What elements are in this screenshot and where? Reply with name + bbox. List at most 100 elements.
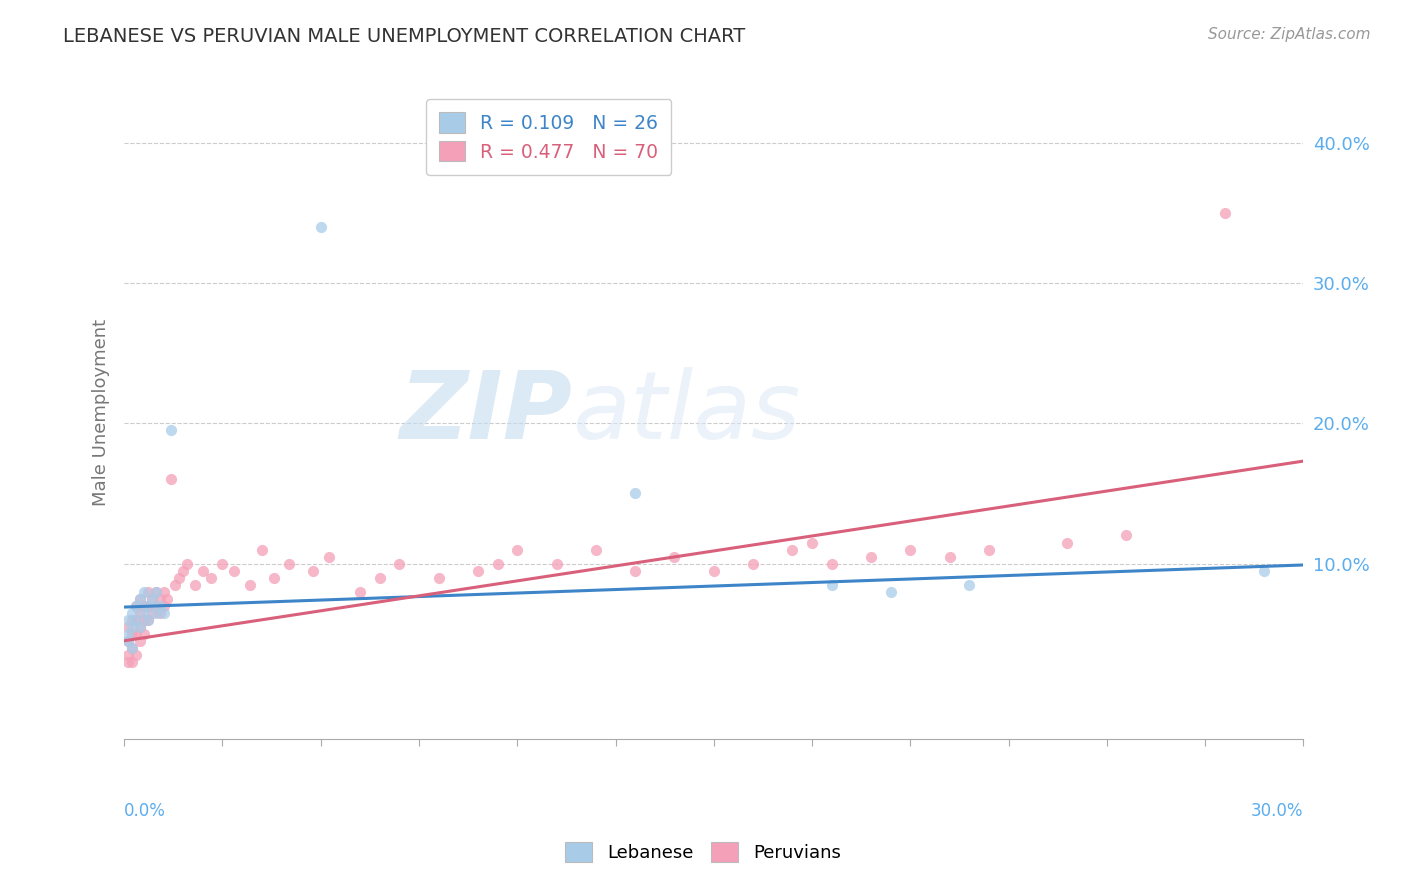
Point [125, 613, 148, 627]
Point [1056, 535, 1078, 549]
Legend: R = 0.109   N = 26, R = 0.477   N = 70: R = 0.109 N = 26, R = 0.477 N = 70 [426, 99, 672, 175]
Point [263, 571, 285, 585]
Point [129, 620, 152, 634]
Point [141, 591, 163, 606]
Point [224, 564, 246, 578]
Point [145, 584, 167, 599]
Y-axis label: Male Unemployment: Male Unemployment [93, 319, 110, 507]
Point [121, 655, 143, 669]
Point [486, 557, 509, 571]
Point [165, 577, 187, 591]
Point [821, 577, 844, 591]
Text: atlas: atlas [572, 368, 800, 458]
Point [585, 542, 607, 557]
Point [467, 564, 489, 578]
Point [309, 219, 332, 234]
Point [117, 626, 139, 640]
Point [156, 591, 179, 606]
Point [957, 577, 980, 591]
Point [879, 584, 901, 599]
Point [117, 620, 139, 634]
Point [801, 535, 824, 549]
Point [250, 542, 273, 557]
Text: 0.0%: 0.0% [124, 802, 166, 820]
Point [125, 648, 148, 662]
Point [125, 613, 148, 627]
Point [191, 564, 214, 578]
Point [129, 620, 152, 634]
Point [132, 599, 155, 613]
Point [388, 557, 411, 571]
Point [117, 633, 139, 648]
Point [368, 571, 391, 585]
Text: 30.0%: 30.0% [1251, 802, 1303, 820]
Point [121, 606, 143, 620]
Point [136, 613, 159, 627]
Point [427, 571, 450, 585]
Point [129, 591, 152, 606]
Point [117, 633, 139, 648]
Point [821, 557, 844, 571]
Point [136, 613, 159, 627]
Point [121, 640, 143, 655]
Point [302, 564, 325, 578]
Text: Source: ZipAtlas.com: Source: ZipAtlas.com [1208, 27, 1371, 42]
Point [546, 557, 568, 571]
Text: ZIP: ZIP [399, 367, 572, 458]
Point [152, 599, 174, 613]
Point [160, 423, 183, 437]
Point [132, 613, 155, 627]
Point [176, 557, 198, 571]
Point [1213, 205, 1236, 219]
Point [129, 591, 152, 606]
Point [200, 571, 222, 585]
Point [160, 472, 183, 486]
Point [703, 564, 725, 578]
Point [977, 542, 1000, 557]
Point [152, 606, 174, 620]
Point [624, 564, 647, 578]
Point [742, 557, 765, 571]
Point [184, 577, 207, 591]
Point [121, 640, 143, 655]
Point [318, 549, 340, 564]
Point [125, 599, 148, 613]
Point [782, 542, 804, 557]
Point [239, 577, 262, 591]
Point [141, 606, 163, 620]
Point [125, 626, 148, 640]
Point [141, 591, 163, 606]
Point [145, 599, 167, 613]
Point [898, 542, 921, 557]
Point [132, 606, 155, 620]
Point [125, 599, 148, 613]
Text: LEBANESE VS PERUVIAN MALE UNEMPLOYMENT CORRELATION CHART: LEBANESE VS PERUVIAN MALE UNEMPLOYMENT C… [63, 27, 745, 45]
Point [136, 599, 159, 613]
Point [121, 626, 143, 640]
Point [624, 486, 647, 500]
Point [145, 606, 167, 620]
Point [117, 655, 139, 669]
Point [859, 549, 882, 564]
Point [129, 606, 152, 620]
Point [506, 542, 529, 557]
Point [349, 584, 371, 599]
Point [152, 584, 174, 599]
Point [132, 584, 155, 599]
Point [1115, 528, 1137, 542]
Point [121, 620, 143, 634]
Point [149, 599, 172, 613]
Point [129, 633, 152, 648]
Legend: Lebanese, Peruvians: Lebanese, Peruvians [558, 835, 848, 870]
Point [136, 599, 159, 613]
Point [149, 606, 172, 620]
Point [938, 549, 960, 564]
Point [132, 626, 155, 640]
Point [117, 648, 139, 662]
Point [149, 591, 172, 606]
Point [121, 613, 143, 627]
Point [172, 564, 194, 578]
Point [664, 549, 686, 564]
Point [167, 571, 190, 585]
Point [1253, 564, 1275, 578]
